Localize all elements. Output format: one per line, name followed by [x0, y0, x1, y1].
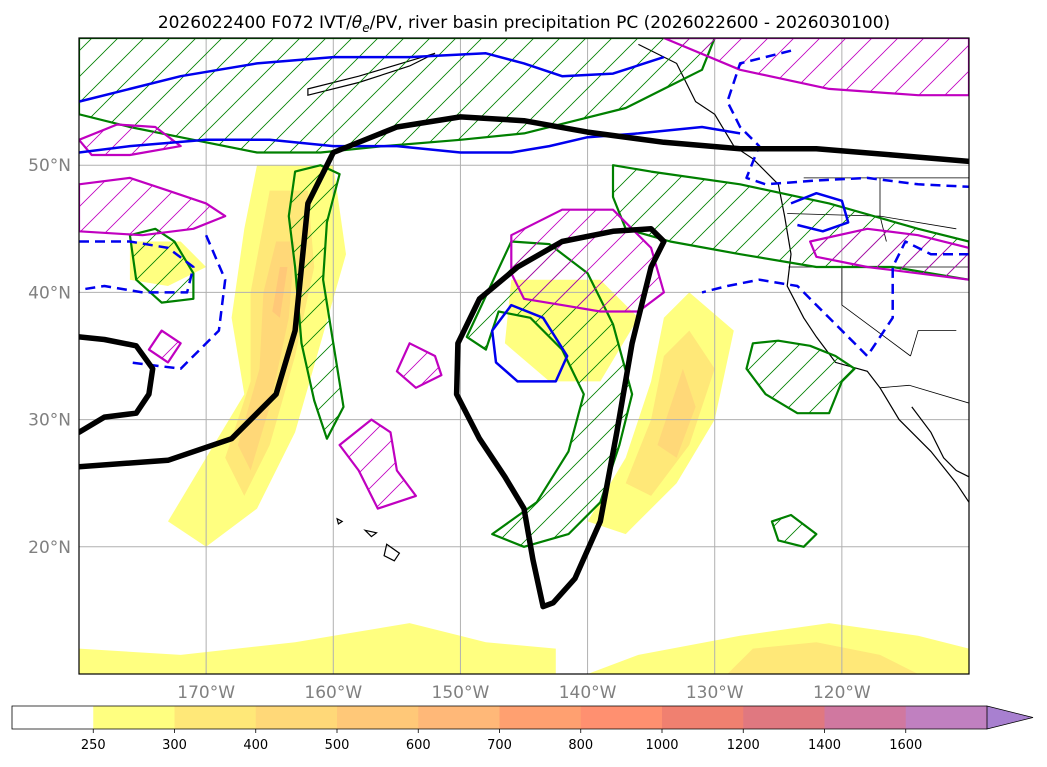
anomaly-region-green-2	[465, 240, 634, 548]
colorbar-segment-6	[499, 706, 582, 729]
colorbar-label-5: 700	[487, 738, 512, 753]
colorbar-extend-arrow	[986, 705, 1034, 730]
colorbar-segment-11	[905, 706, 988, 729]
island-1	[363, 529, 378, 538]
anomaly-region-green-4	[745, 339, 856, 415]
lon-tick-label-1: 160°W	[304, 683, 362, 703]
colorbar-segment-9	[743, 706, 825, 729]
longitude-tick-labels: 170°W 160°W 150°W 140°W 130°W 120°W	[177, 683, 871, 703]
anomaly-region-magenta-14	[809, 227, 969, 281]
ivt-region-11	[727, 642, 919, 674]
title-theta-subscript: e	[362, 21, 369, 35]
colorbar-label-0: 250	[81, 738, 106, 753]
lat-tick-label-2: 40°N	[28, 283, 71, 303]
anomaly-region-magenta-10	[338, 418, 417, 510]
lon-tick-label-5: 120°W	[813, 683, 871, 703]
colorbar-segment-10	[824, 706, 907, 729]
colorbar-label-9: 1400	[808, 738, 841, 753]
theta-e-contour-1	[79, 52, 665, 103]
colorbar-label-8: 1200	[727, 738, 760, 753]
colorbar-segment-4	[337, 706, 419, 729]
colorbar: 250 300 400 500 600 700 800 1000 1200 1400 1600	[11, 705, 1034, 753]
theta-e-contour-6	[490, 303, 569, 383]
ivt-region-9	[79, 623, 556, 674]
title-theta: θ	[352, 13, 363, 33]
colorbar-label-1: 300	[162, 738, 187, 753]
coastline-0	[638, 43, 969, 503]
pv-contour-2	[453, 226, 667, 610]
lon-tick-label-0: 170°W	[177, 683, 235, 703]
border-line-2	[879, 384, 969, 404]
colorbar-segment-8	[662, 706, 744, 729]
island-2	[336, 517, 344, 525]
map-frame	[78, 37, 970, 675]
lon-tick-label-2: 150°W	[432, 683, 490, 703]
colorbar-label-10: 1600	[889, 738, 922, 753]
colorbar-label-2: 400	[243, 738, 268, 753]
anomaly-region-green-6	[770, 513, 818, 548]
lon-tick-label-4: 130°W	[686, 683, 744, 703]
colorbar-segment-0	[12, 706, 94, 729]
title-prefix: 2026022400 F072 IVT/	[158, 13, 352, 33]
theta-e-contour-2	[79, 240, 195, 294]
anomaly-region-magenta-13	[147, 329, 182, 364]
colorbar-segment-2	[174, 706, 257, 729]
theta-e-contour-5	[701, 240, 969, 358]
border-line-3	[841, 267, 911, 357]
map-layers	[79, 38, 969, 674]
coastline-1	[911, 406, 969, 478]
theta-e-contour-7	[790, 191, 850, 233]
pv-contour-1	[79, 334, 156, 436]
lat-tick-label-3: 50°N	[28, 156, 71, 176]
pv-contour-0	[79, 114, 969, 470]
anomaly-region-magenta-8	[79, 176, 227, 237]
lat-tick-label-1: 30°N	[28, 411, 71, 431]
ivt-region-8	[657, 368, 696, 458]
title-suffix: /PV, river basin precipitation PC (20260…	[370, 13, 891, 33]
latitude-tick-labels: 20°N 30°N 40°N 50°N	[28, 156, 71, 558]
chart-title: 2026022400 F072 IVT/θe/PV, river basin p…	[158, 13, 890, 35]
colorbar-segment-3	[255, 706, 338, 729]
graticule-layer	[79, 38, 969, 674]
colorbar-segment-1	[93, 706, 175, 729]
anomaly-region-magenta-9	[79, 123, 182, 157]
theta-e-contour-4	[726, 49, 969, 189]
colorbar-segment-7	[580, 706, 663, 729]
colorbar-label-6: 800	[568, 738, 593, 753]
colorbar-segment-5	[418, 706, 500, 729]
theta-e-contour-3	[129, 234, 227, 370]
theta-e-contour-layer	[79, 49, 969, 383]
anomaly-region-magenta-7	[662, 38, 969, 97]
lon-tick-label-3: 140°W	[559, 683, 617, 703]
border-line-6	[910, 330, 957, 357]
island-0	[383, 543, 401, 562]
anomaly-region-magenta-12	[395, 342, 443, 389]
colorbar-label-7: 1000	[645, 738, 678, 753]
lat-tick-label-0: 20°N	[28, 538, 71, 558]
theta-e-contour-0	[79, 125, 741, 154]
colorbar-label-4: 600	[406, 738, 431, 753]
colorbar-label-3: 500	[325, 738, 350, 753]
pv-contour-layer	[79, 114, 969, 610]
